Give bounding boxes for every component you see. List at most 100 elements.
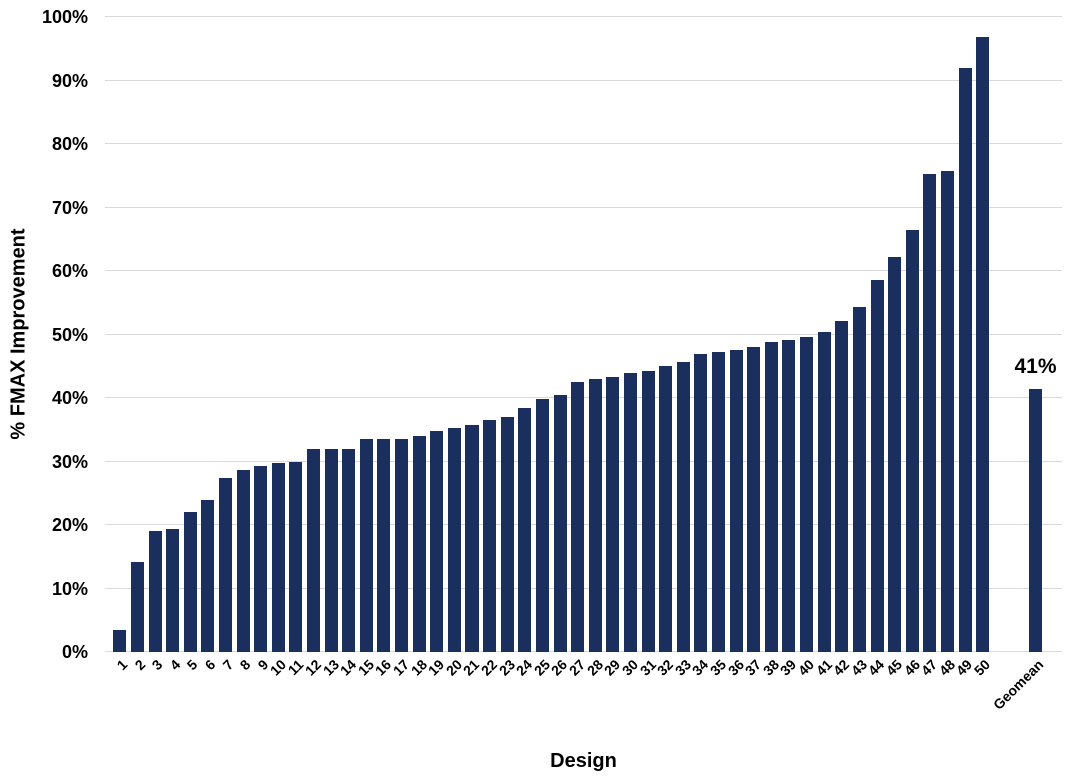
bar-design-44 xyxy=(870,279,884,652)
design-slot-23: 23 xyxy=(495,17,518,679)
design-slot-22: 22 xyxy=(478,17,500,679)
y-tick-label: 50% xyxy=(51,324,88,345)
design-slot-37: 37 xyxy=(742,17,764,679)
design-slot-15: 15 xyxy=(355,17,377,679)
design-slot-33: 33 xyxy=(672,17,694,679)
x-axis-title: Design xyxy=(550,750,617,772)
design-slot-47: 47 xyxy=(918,17,940,679)
y-tick-label: 100% xyxy=(41,7,88,27)
design-slot-34: 34 xyxy=(689,17,712,679)
design-slot-28: 28 xyxy=(584,17,606,679)
bar-design-36 xyxy=(729,349,743,652)
plot-area: 1 2 3 4 5 6 7 8 9 10 11 12 13 14 15 16 17 18 19 20 21 22 23 24 2… xyxy=(105,16,1062,713)
gridline xyxy=(105,79,1062,81)
bar-design-24 xyxy=(518,408,532,652)
design-slot-5: 5 xyxy=(181,17,201,673)
x-tick-label-design-8: 8 xyxy=(236,656,254,674)
design-slot-3: 3 xyxy=(146,17,166,673)
x-tick-label-design-5: 5 xyxy=(184,656,201,674)
design-slot-1: 1 xyxy=(111,17,130,673)
gridline xyxy=(105,270,1062,271)
spacer-slot xyxy=(991,17,1009,652)
design-slot-29: 29 xyxy=(601,17,623,679)
design-slot-14: 14 xyxy=(337,17,359,679)
bar-design-13 xyxy=(324,449,338,652)
y-tick-label: 90% xyxy=(51,70,88,91)
design-slot-39: 39 xyxy=(777,17,800,679)
design-slot-4: 4 xyxy=(164,17,183,673)
bar-design-39 xyxy=(782,339,796,652)
geomean-data-label: 41% xyxy=(1014,355,1057,379)
bar-design-47 xyxy=(923,174,937,652)
bar-design-45 xyxy=(888,257,902,652)
y-tick-label: 0% xyxy=(61,642,88,662)
bar-design-35 xyxy=(712,352,726,652)
x-tick-label-design-7: 7 xyxy=(219,656,237,674)
bar-design-46 xyxy=(905,229,919,652)
y-tick-label: 30% xyxy=(51,451,88,472)
design-slot-20: 20 xyxy=(443,17,465,679)
design-slot-25: 25 xyxy=(531,17,553,679)
x-tick-label-design-3: 3 xyxy=(148,656,166,674)
y-tick-label: 80% xyxy=(51,134,88,154)
design-slot-10: 10 xyxy=(267,17,289,679)
design-slot-42: 42 xyxy=(830,17,852,679)
bar-design-2 xyxy=(130,561,144,652)
design-slot-24: 24 xyxy=(513,17,535,679)
design-slot-35: 35 xyxy=(707,17,729,679)
bar-design-30 xyxy=(623,372,637,652)
design-slot-49: 49 xyxy=(953,17,976,679)
bar-design-1 xyxy=(113,629,127,652)
bar-design-27 xyxy=(571,382,585,652)
bar-design-11 xyxy=(289,461,303,652)
design-slot-32: 32 xyxy=(654,17,676,679)
bar-design-10 xyxy=(271,462,285,652)
bar-design-15 xyxy=(359,439,373,652)
design-slot-17: 17 xyxy=(390,17,412,679)
bar-design-34 xyxy=(694,354,708,652)
bar-design-43 xyxy=(852,307,866,652)
gridline xyxy=(105,143,1062,144)
design-slot-43: 43 xyxy=(848,17,870,679)
bar-design-48 xyxy=(940,170,954,652)
design-slot-48: 48 xyxy=(936,17,958,679)
bar-design-25 xyxy=(535,398,549,652)
bar-design-16 xyxy=(377,439,391,652)
y-tick-label: 10% xyxy=(51,578,88,599)
design-slot-46: 46 xyxy=(901,17,923,679)
design-slot-18: 18 xyxy=(407,17,430,679)
bar-design-50 xyxy=(976,36,990,652)
y-tick-label: 40% xyxy=(51,388,88,408)
design-slot-2: 2 xyxy=(129,17,148,673)
design-slot-50: 50 xyxy=(971,17,993,679)
bar-design-21 xyxy=(465,425,479,652)
bar-design-22 xyxy=(483,419,497,652)
bar-design-37 xyxy=(747,346,761,652)
bar-design-9 xyxy=(254,465,268,652)
design-slot-19: 19 xyxy=(425,17,447,679)
y-tick-label: 20% xyxy=(51,515,88,535)
gridline xyxy=(105,333,1062,335)
bar-geomean xyxy=(1028,389,1042,652)
design-slot-26: 26 xyxy=(548,17,571,679)
design-slot-21: 21 xyxy=(460,17,483,679)
bar-design-17 xyxy=(395,439,409,652)
design-slot-9: 9 xyxy=(252,17,271,673)
bar-design-33 xyxy=(676,362,690,652)
bar-design-3 xyxy=(148,530,162,652)
bar-design-38 xyxy=(764,341,778,652)
design-slot-44: 44 xyxy=(865,17,888,679)
design-slot-27: 27 xyxy=(566,17,588,679)
bar-design-28 xyxy=(588,378,602,652)
design-slot-7: 7 xyxy=(217,17,236,673)
bar-design-8 xyxy=(236,470,250,652)
bar-design-41 xyxy=(817,331,831,652)
bar-design-12 xyxy=(307,449,321,652)
design-slot-8: 8 xyxy=(234,17,254,673)
bar-design-19 xyxy=(430,431,444,652)
bar-design-26 xyxy=(553,395,567,652)
gridline xyxy=(105,16,1062,17)
design-slot-30: 30 xyxy=(619,17,641,679)
y-tick-label: 60% xyxy=(51,261,88,281)
